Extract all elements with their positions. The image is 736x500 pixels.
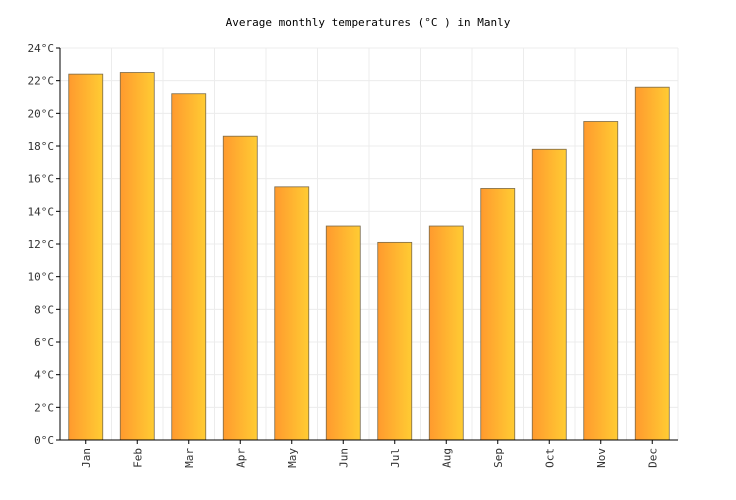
bars [68, 72, 670, 441]
x-tick-label: Aug [440, 448, 453, 468]
x-tick-label: Jan [80, 448, 93, 468]
bar-jan [68, 73, 104, 441]
x-tick-label: Sep [492, 448, 505, 468]
bar-feb [119, 72, 155, 441]
x-tick-label: Jun [337, 448, 350, 468]
y-tick-label: 12°C [28, 238, 55, 251]
bar-mar [171, 93, 207, 441]
y-tick-label: 16°C [28, 173, 55, 186]
bar-sep [480, 188, 516, 441]
x-tick-label: May [286, 448, 299, 468]
y-tick-labels: 0°C 2°C 4°C 6°C 8°C 10°C 12°C 14°C 16°C 18°C 20°C 2… [28, 42, 55, 447]
x-tick-label: Nov [595, 448, 608, 468]
bar-jul [377, 241, 413, 441]
bar-jun [325, 225, 361, 441]
y-tick-label: 14°C [28, 205, 55, 218]
bar-nov [583, 121, 619, 441]
bar-may [274, 186, 310, 441]
x-tick-label: Oct [543, 448, 556, 468]
bar-aug [428, 225, 464, 441]
y-tick-label: 10°C [28, 271, 55, 284]
y-tick-label: 8°C [34, 303, 54, 316]
x-tick-label: Dec [646, 448, 659, 468]
x-tick-label: Mar [183, 448, 196, 468]
bar-dec [634, 86, 670, 441]
chart-title: Average monthly temperatures (°C ) in Ma… [225, 16, 511, 29]
y-tick-label: 4°C [34, 369, 54, 382]
bar-apr [222, 135, 258, 441]
x-tick-label: Jul [389, 448, 402, 468]
y-tick-label: 22°C [28, 75, 55, 88]
grid-lines [60, 47, 679, 440]
x-tick-labels: Jan Feb Mar Apr May Jun Jul Aug Sep Oct Nov Dec [80, 448, 660, 468]
y-tick-label: 6°C [34, 336, 54, 349]
y-tick-label: 24°C [28, 42, 55, 55]
bar-oct [531, 148, 567, 441]
x-tick-label: Apr [234, 448, 247, 468]
axes [56, 47, 678, 444]
y-tick-label: 0°C [34, 434, 54, 447]
y-tick-label: 20°C [28, 107, 55, 120]
y-tick-label: 2°C [34, 401, 54, 414]
y-tick-label: 18°C [28, 140, 55, 153]
x-tick-label: Feb [131, 448, 144, 468]
